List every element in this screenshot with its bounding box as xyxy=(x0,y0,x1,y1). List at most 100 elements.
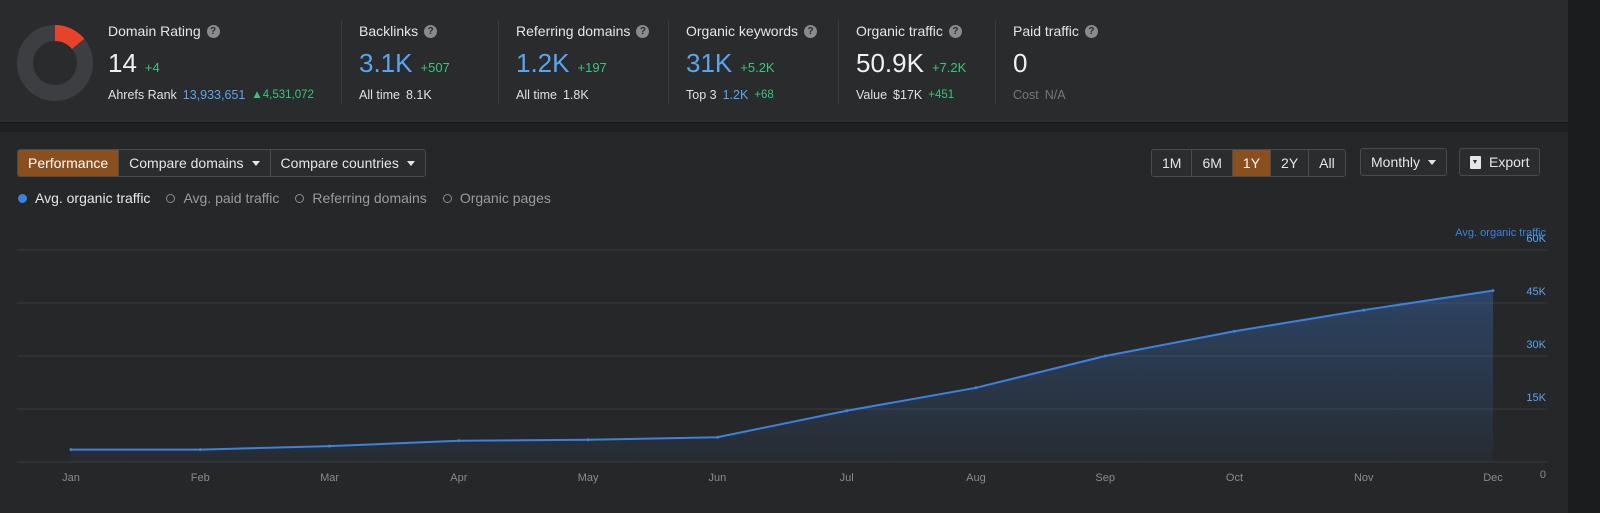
sub-value: N/A xyxy=(1044,88,1066,102)
domain-rating-value: 14 xyxy=(108,48,137,78)
chevron-down-icon xyxy=(1428,159,1437,165)
data-point xyxy=(457,439,461,443)
metric-referring-domains: Referring domains? 1.2K +197 All time 1.8K xyxy=(516,20,650,106)
data-point xyxy=(1232,329,1236,333)
range-selector: 1M 6M 1Y 2Y All xyxy=(1151,149,1346,177)
performance-label: Performance xyxy=(28,155,109,171)
organic-traffic-delta: +7.2K xyxy=(931,60,967,75)
range-label: All xyxy=(1319,155,1335,171)
sub-label: Cost xyxy=(1013,88,1039,102)
range-1m[interactable]: 1M xyxy=(1152,150,1193,176)
divider xyxy=(498,20,499,104)
chevron-down-icon xyxy=(251,160,260,166)
data-point xyxy=(198,448,202,452)
metric-label: Backlinks xyxy=(359,23,419,39)
data-point xyxy=(845,409,849,413)
range-all[interactable]: All xyxy=(1309,150,1345,176)
legend-label: Avg. organic traffic xyxy=(35,190,151,206)
view-toggle-group: Performance Compare domains Compare coun… xyxy=(17,149,426,177)
interval-label: Monthly xyxy=(1371,154,1421,170)
help-icon[interactable]: ? xyxy=(636,24,650,38)
legend-label: Avg. paid traffic xyxy=(183,190,280,206)
compare-domains-dropdown[interactable]: Compare domains xyxy=(119,150,271,176)
backlinks-value[interactable]: 3.1K xyxy=(359,48,413,78)
y-axis-title: Avg. organic traffic xyxy=(1455,227,1546,239)
performance-tab[interactable]: Performance xyxy=(18,150,120,176)
series-line-avg-organic-traffic xyxy=(71,289,1494,451)
x-tick-label: Oct xyxy=(1226,472,1243,484)
metric-label: Paid traffic xyxy=(1013,23,1079,39)
ahrefs-rank-delta: ▲4,531,072 xyxy=(251,89,314,101)
metric-label: Domain Rating xyxy=(108,23,201,39)
data-point xyxy=(69,448,73,452)
x-tick-label: Nov xyxy=(1354,472,1374,484)
legend-label: Referring domains xyxy=(312,190,427,206)
legend-organic-pages[interactable]: Organic pages xyxy=(442,190,551,206)
sub-value: 8.1K xyxy=(405,88,432,102)
legend-avg-paid-traffic[interactable]: Avg. paid traffic xyxy=(166,190,279,206)
x-tick-label: Jun xyxy=(708,472,726,484)
data-point xyxy=(586,438,590,442)
x-tick-label: Aug xyxy=(966,472,986,484)
data-point xyxy=(1491,289,1495,293)
compare-domains-label: Compare domains xyxy=(129,155,244,171)
domain-rating-arc xyxy=(54,25,85,50)
divider xyxy=(668,20,669,104)
y-tick-label: 60K xyxy=(1526,233,1546,245)
sub-label: All time xyxy=(359,88,400,102)
data-point xyxy=(1362,308,1366,312)
x-tick-label: May xyxy=(578,472,599,484)
backlinks-delta: +507 xyxy=(420,60,450,75)
range-1y[interactable]: 1Y xyxy=(1232,150,1272,176)
help-icon[interactable]: ? xyxy=(206,24,220,38)
metric-organic-keywords: Organic keywords? 31K +5.2K Top 3 1.2K +68 xyxy=(686,20,818,106)
paid-traffic-value: 0 xyxy=(1013,48,1028,78)
help-icon[interactable]: ? xyxy=(1084,24,1098,38)
referring-domains-delta: +197 xyxy=(577,60,607,75)
help-icon[interactable]: ? xyxy=(424,24,438,38)
data-point xyxy=(328,444,332,448)
sub-value[interactable]: 1.2K xyxy=(722,88,749,102)
organic-traffic-value: 50.9K xyxy=(856,48,924,78)
ahrefs-rank-value[interactable]: 13,933,651 xyxy=(182,88,246,102)
series-area-avg-organic-traffic xyxy=(71,290,1493,462)
ahrefs-rank-delta-value: 4,531,072 xyxy=(262,89,314,101)
sub-delta: +451 xyxy=(928,89,955,101)
checkbox-icon xyxy=(18,193,27,203)
y-tick-label: 15K xyxy=(1526,392,1546,404)
chevron-down-icon xyxy=(406,160,415,166)
sub-value: $17K xyxy=(893,88,923,102)
metrics-bar: Domain Rating? 14 +4 Ahrefs Rank 13,933,65… xyxy=(0,0,1600,123)
x-tick-label: Sep xyxy=(1095,472,1115,484)
range-2y[interactable]: 2Y xyxy=(1271,150,1310,176)
x-tick-label: Mar xyxy=(320,472,339,484)
divider xyxy=(995,20,996,104)
metric-organic-traffic: Organic traffic? 50.9K +7.2K Value $17K +45… xyxy=(856,20,966,106)
x-tick-label: Jan xyxy=(62,472,80,484)
help-icon[interactable]: ? xyxy=(804,24,818,38)
y-tick-label: 45K xyxy=(1526,286,1546,298)
sub-label: Top 3 xyxy=(686,88,717,102)
domain-rating-donut xyxy=(17,25,93,101)
metric-backlinks: Backlinks? 3.1K +507 All time 8.1K xyxy=(359,20,450,106)
x-tick-label: Dec xyxy=(1483,472,1503,484)
ahrefs-rank-label: Ahrefs Rank xyxy=(108,88,177,102)
referring-domains-value[interactable]: 1.2K xyxy=(516,48,570,78)
metric-domain-rating: Domain Rating? 14 +4 Ahrefs Rank 13,933,65… xyxy=(108,20,314,106)
export-button[interactable]: Export xyxy=(1459,148,1541,176)
x-tick-label: Feb xyxy=(191,472,210,484)
checkbox-icon xyxy=(166,193,176,203)
checkbox-icon xyxy=(295,193,305,203)
legend-referring-domains[interactable]: Referring domains xyxy=(295,190,427,206)
help-icon[interactable]: ? xyxy=(948,24,962,38)
interval-dropdown[interactable]: Monthly xyxy=(1360,148,1448,176)
range-6m[interactable]: 6M xyxy=(1192,150,1233,176)
performance-panel: Performance Compare domains Compare coun… xyxy=(0,132,1568,513)
compare-countries-dropdown[interactable]: Compare countries xyxy=(270,150,425,176)
chart-legend: Avg. organic traffic Avg. paid traffic R… xyxy=(18,190,551,206)
data-point xyxy=(974,386,978,390)
organic-keywords-value[interactable]: 31K xyxy=(686,48,733,78)
sub-label: All time xyxy=(516,88,557,102)
legend-avg-organic-traffic[interactable]: Avg. organic traffic xyxy=(18,190,150,206)
sub-delta: +68 xyxy=(754,89,774,101)
